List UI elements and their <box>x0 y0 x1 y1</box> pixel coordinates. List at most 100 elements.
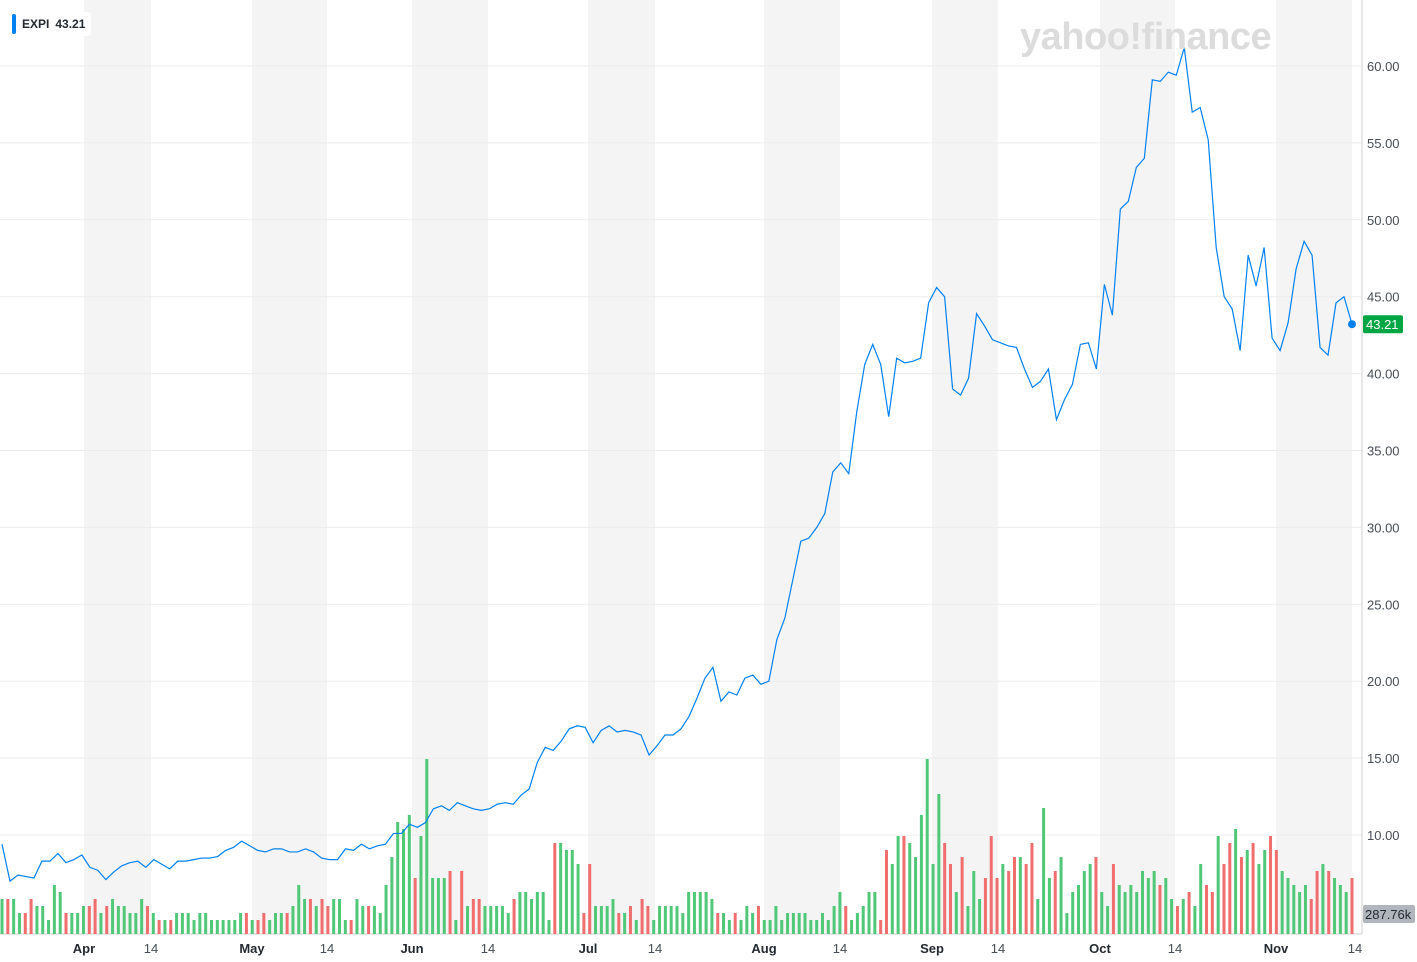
volume-bar <box>361 906 365 934</box>
y-tick-label: 60.00 <box>1367 59 1400 74</box>
legend-color-swatch <box>12 14 16 34</box>
volume-bar <box>698 892 702 934</box>
volume-bar <box>628 906 632 934</box>
volume-bar <box>989 836 993 934</box>
volume-bar <box>623 913 627 934</box>
volume-bar <box>413 878 417 934</box>
volume-bar <box>1205 885 1209 934</box>
volume-bar <box>1053 871 1057 934</box>
volume-bar <box>12 899 16 934</box>
volume-bar <box>646 906 650 934</box>
last-price-dot <box>1348 320 1356 329</box>
y-tick-label: 15.00 <box>1367 751 1400 766</box>
week-band <box>764 0 840 934</box>
volume-bar <box>70 913 74 934</box>
volume-bar <box>966 906 970 934</box>
volume-bar <box>285 913 289 934</box>
volume-bar <box>23 913 27 934</box>
volume-bar <box>378 913 382 934</box>
x-tick-label: 14 <box>481 941 495 956</box>
volume-bar <box>1210 892 1214 934</box>
volume-bar <box>233 920 237 934</box>
volume-bar <box>29 899 33 934</box>
volume-bar <box>983 878 987 934</box>
volume-bar <box>273 913 277 934</box>
legend-chip[interactable]: EXPI 43.21 <box>8 12 92 36</box>
volume-bar <box>466 906 470 934</box>
x-tick-label: Sep <box>920 941 944 956</box>
volume-bar <box>163 920 167 934</box>
volume-bar <box>710 899 714 934</box>
volume-bar <box>145 906 149 934</box>
volume-bar <box>1274 850 1278 934</box>
volume-bar <box>367 906 371 934</box>
volume-bar <box>384 885 388 934</box>
y-tick-label: 30.00 <box>1367 520 1400 535</box>
volume-bar <box>1094 857 1098 934</box>
volume-bar <box>419 836 423 934</box>
volume-bar <box>978 899 982 934</box>
volume-bar <box>803 913 807 934</box>
volume-bar <box>1117 885 1121 934</box>
volume-bar <box>87 906 91 934</box>
volume-bar <box>483 906 487 934</box>
volume-bar <box>81 906 85 934</box>
volume-bar <box>943 843 947 934</box>
volume-bar <box>425 759 429 934</box>
volume-bar <box>122 906 126 934</box>
volume-bar <box>1269 836 1273 934</box>
week-bands <box>84 0 1352 934</box>
volume-bar <box>1106 906 1110 934</box>
volume-bar <box>832 906 836 934</box>
volume-bar <box>902 836 906 934</box>
volume-bar <box>658 906 662 934</box>
volume-bar <box>402 829 406 934</box>
volume-badge: 287.76k <box>1363 905 1415 923</box>
volume-bar <box>407 815 411 934</box>
volume-bar <box>326 906 330 934</box>
volume-bar <box>308 899 312 934</box>
y-tick-label: 25.00 <box>1367 597 1400 612</box>
volume-bar <box>1135 892 1139 934</box>
volume-bar <box>198 913 202 934</box>
x-tick-label: 14 <box>833 941 847 956</box>
volume-bar <box>722 913 726 934</box>
volume-bar <box>268 920 272 934</box>
volume-bar <box>640 899 644 934</box>
volume-bar <box>1088 864 1092 934</box>
volume-bar <box>1007 871 1011 934</box>
volume-bar <box>215 920 219 934</box>
volume-badge-text: 287.76k <box>1365 907 1412 922</box>
volume-bar <box>128 913 132 934</box>
y-tick-label: 55.00 <box>1367 136 1400 151</box>
volume-bar <box>605 906 609 934</box>
volume-bar <box>1327 871 1331 934</box>
volume-bar <box>1030 843 1034 934</box>
volume-bar <box>41 906 45 934</box>
volume-bar <box>192 920 196 934</box>
volume-bar <box>751 913 755 934</box>
volume-bar <box>599 906 603 934</box>
volume-bar <box>739 920 743 934</box>
volume-bar <box>675 906 679 934</box>
volume-bar <box>372 906 376 934</box>
week-band <box>1100 0 1175 934</box>
week-band <box>252 0 327 934</box>
volume-bar <box>1292 885 1296 934</box>
volume-bar <box>1199 864 1203 934</box>
volume-bar <box>896 836 900 934</box>
volume-bar <box>442 878 446 934</box>
volume-bar <box>477 899 481 934</box>
volume-bar <box>1338 885 1342 934</box>
volume-bar <box>1024 864 1028 934</box>
volume-bar <box>937 794 941 934</box>
x-tick-label: Jun <box>400 941 423 956</box>
volume-bar <box>256 920 260 934</box>
volume-bar <box>332 899 336 934</box>
volume-bar <box>116 906 120 934</box>
x-tick-label: 14 <box>1348 941 1362 956</box>
volume-bar <box>1239 857 1243 934</box>
volume-bar <box>1036 899 1040 934</box>
volume-bar <box>716 913 720 934</box>
